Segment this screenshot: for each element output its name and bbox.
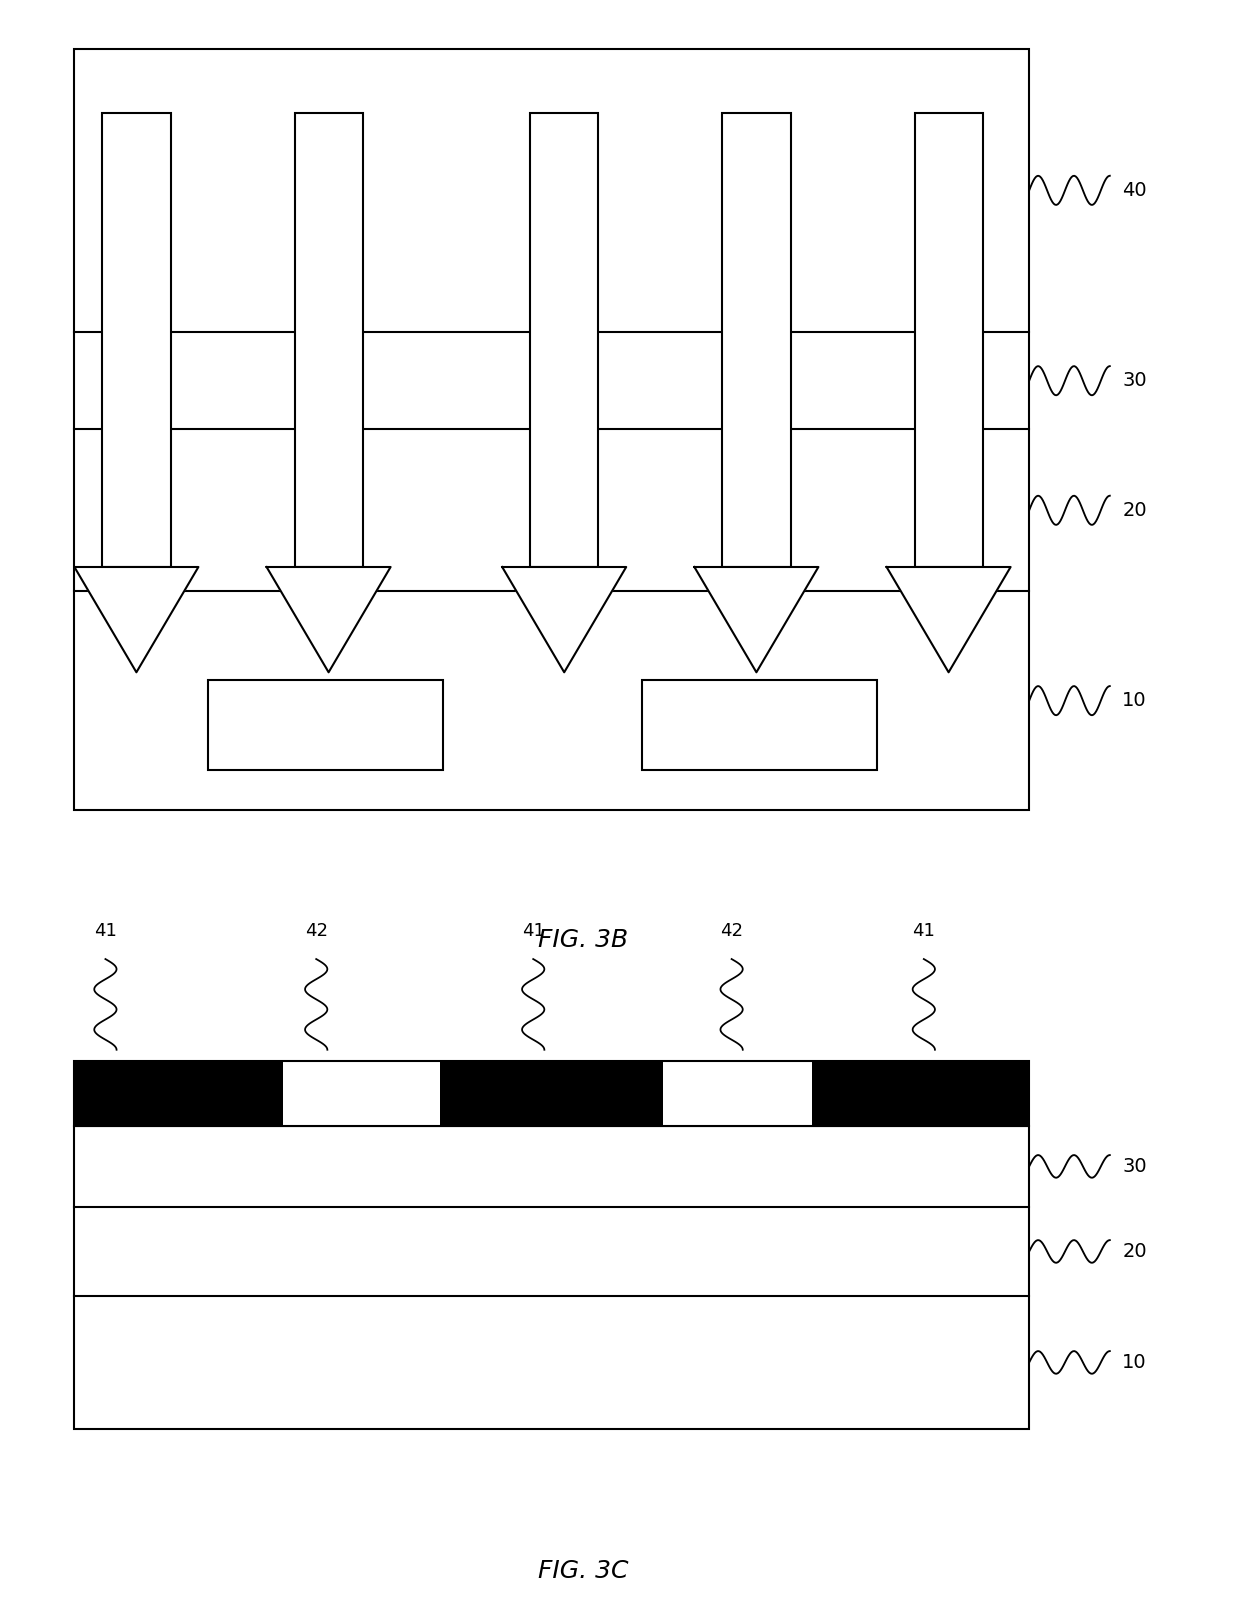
Bar (531, 113, 598, 567)
Text: 30: 30 (1122, 371, 1147, 390)
Text: FIG. 3B: FIG. 3B (538, 928, 627, 951)
Polygon shape (887, 567, 1011, 672)
Text: 20: 20 (1122, 501, 1147, 520)
Polygon shape (74, 567, 198, 672)
Bar (208, 680, 443, 770)
Polygon shape (694, 567, 818, 672)
Bar (102, 113, 171, 567)
Polygon shape (267, 567, 391, 672)
Text: 20: 20 (1122, 1243, 1147, 1260)
Bar (74, 49, 1029, 810)
Text: 30: 30 (1122, 1157, 1147, 1176)
Text: 42: 42 (305, 922, 327, 940)
Text: 41: 41 (913, 922, 935, 940)
Bar (812, 1061, 1029, 1126)
Text: 10: 10 (1122, 692, 1147, 710)
Text: 40: 40 (1122, 181, 1147, 199)
Bar (295, 113, 363, 567)
Bar (74, 1061, 1029, 1126)
Bar (440, 1061, 663, 1126)
Text: 10: 10 (1122, 1353, 1147, 1372)
Bar (74, 1061, 283, 1126)
Text: 41: 41 (94, 922, 117, 940)
Bar (74, 1126, 1029, 1429)
Bar (722, 113, 791, 567)
Bar (642, 680, 877, 770)
Polygon shape (502, 567, 626, 672)
Bar (915, 113, 982, 567)
Text: FIG. 3C: FIG. 3C (538, 1560, 627, 1583)
Text: 42: 42 (720, 922, 743, 940)
Text: 41: 41 (522, 922, 544, 940)
